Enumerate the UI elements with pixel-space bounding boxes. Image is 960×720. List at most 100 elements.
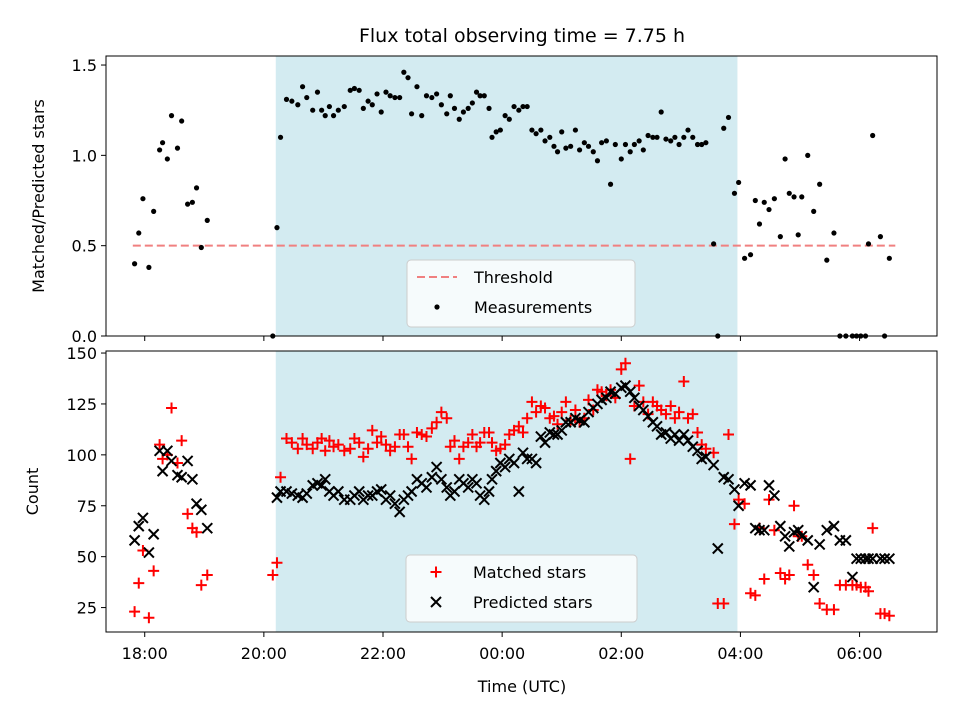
data-point (486, 473, 498, 485)
data-point (369, 102, 375, 108)
data-point (678, 428, 690, 441)
data-point (478, 493, 490, 506)
data-point (554, 149, 561, 155)
data-point (490, 465, 502, 477)
data-point (556, 424, 568, 437)
data-point (389, 441, 401, 453)
chart-title: Flux total observing time = 7.75 h (359, 25, 685, 47)
data-point (517, 447, 529, 459)
data-point (453, 453, 465, 465)
data-point (813, 538, 826, 551)
data-point (681, 134, 687, 140)
data-point (420, 431, 432, 443)
data-point (520, 103, 526, 110)
data-point (774, 520, 787, 532)
data-point (547, 134, 553, 140)
data-point (711, 241, 717, 247)
panel-ratio: 0.0 0.5 1.0 1.5 Matched/Predicted stars Thr… (29, 55, 938, 346)
y-ticks-top: 0.0 0.5 1.0 1.5 (72, 56, 106, 346)
data-point (168, 113, 175, 119)
data-point (435, 406, 447, 418)
data-point (529, 127, 535, 133)
data-point (802, 559, 814, 571)
data-point (131, 261, 138, 267)
data-point (460, 109, 467, 115)
ratio-marks (131, 69, 896, 339)
data-point (694, 141, 701, 148)
data-point (808, 569, 820, 581)
data-point (397, 94, 403, 101)
data-point (560, 396, 572, 408)
data-point (552, 418, 564, 430)
data-point (191, 526, 203, 538)
data-point (301, 487, 313, 500)
data-point (133, 520, 145, 532)
data-point (756, 221, 763, 227)
x-ticks-top (144, 336, 861, 341)
data-point (581, 140, 587, 146)
data-point (699, 141, 705, 148)
data-point (877, 234, 884, 240)
data-point (164, 156, 170, 162)
data-point (691, 445, 704, 457)
data-point (416, 428, 428, 440)
data-point (314, 89, 321, 95)
data-point (824, 257, 830, 263)
data-point (322, 113, 328, 119)
data-point (371, 437, 383, 449)
data-point (619, 357, 631, 369)
legend-swatch (434, 304, 440, 310)
data-point (796, 530, 808, 543)
data-point (569, 404, 581, 416)
data-point (690, 134, 696, 140)
data-point (441, 412, 453, 424)
data-point (865, 241, 872, 247)
data-point (763, 479, 775, 492)
data-point (283, 96, 290, 102)
x-tick-label: 18:00 (122, 644, 168, 663)
data-point (700, 443, 712, 455)
y-tick-label: 150 (66, 344, 97, 363)
data-point (551, 143, 557, 149)
data-point (365, 98, 371, 104)
data-point (481, 93, 487, 99)
data-point (477, 93, 483, 99)
data-point (526, 396, 538, 408)
data-point (768, 489, 781, 502)
series-predicted-stars (128, 379, 896, 593)
data-point (271, 557, 283, 569)
data-point (511, 103, 517, 110)
data-point (201, 569, 213, 581)
legend-box (406, 259, 636, 328)
data-point (777, 234, 783, 240)
data-point (499, 439, 511, 451)
data-point (703, 140, 709, 146)
data-point (828, 604, 840, 616)
x-tick-label: 02:00 (598, 644, 644, 663)
data-point (353, 437, 365, 449)
data-point (678, 376, 690, 388)
data-point (883, 552, 896, 565)
x-tick-label: 04:00 (717, 644, 763, 663)
data-point (159, 140, 166, 146)
data-point (768, 524, 780, 536)
data-point (176, 435, 188, 447)
data-point (766, 206, 772, 213)
data-point (599, 140, 605, 146)
data-point (883, 610, 895, 622)
data-point (147, 528, 160, 540)
data-point (310, 107, 316, 113)
y-tick-label: 75 (77, 497, 97, 516)
data-point (725, 114, 732, 121)
data-point (389, 498, 401, 510)
y-tick-label: 100 (66, 446, 97, 465)
data-point (315, 479, 328, 492)
data-point (624, 386, 636, 398)
data-point (398, 428, 410, 440)
data-point (154, 439, 166, 451)
data-point (539, 402, 551, 414)
data-point (151, 208, 157, 214)
data-point (434, 91, 440, 97)
data-point (393, 506, 406, 518)
